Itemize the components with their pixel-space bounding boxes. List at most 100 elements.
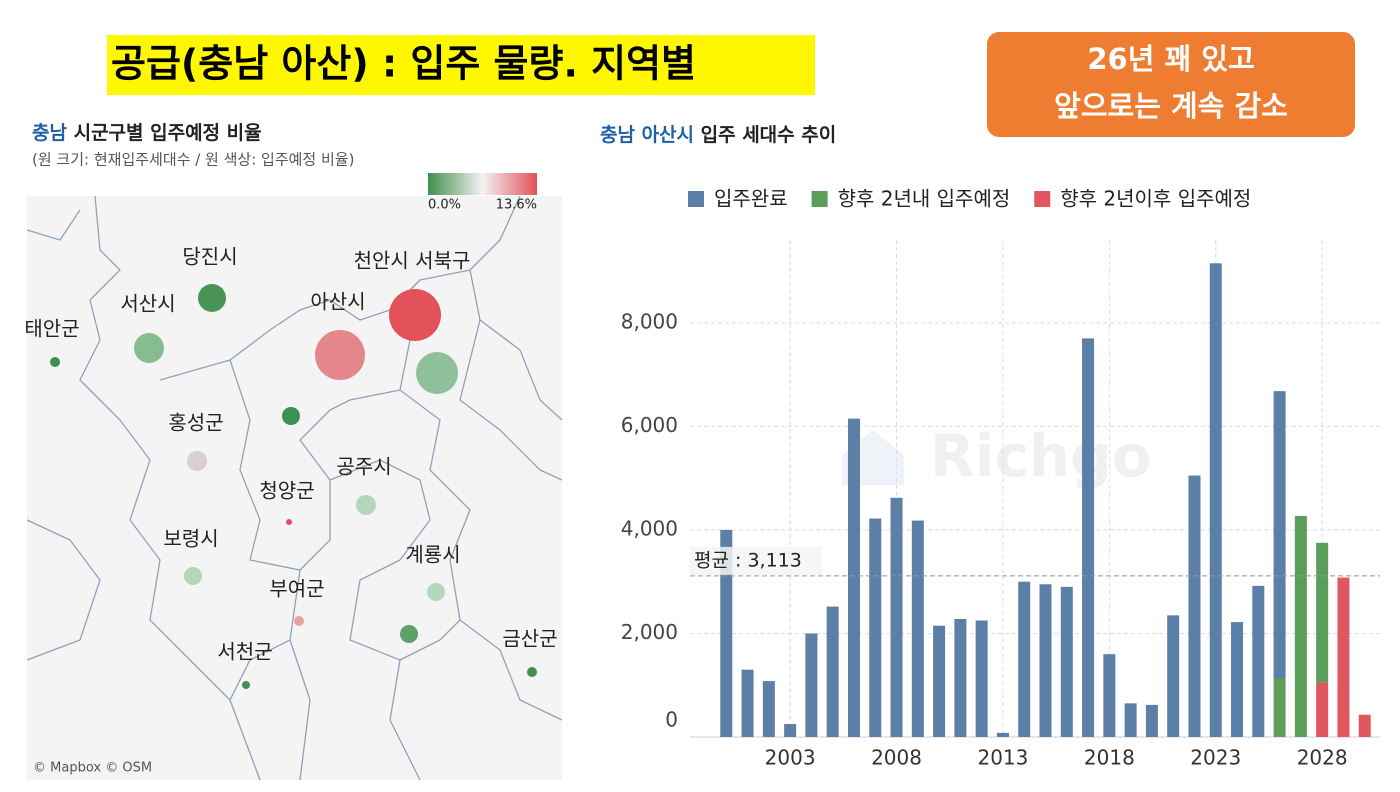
- title-highlight: [107, 35, 815, 95]
- bar: [1018, 581, 1031, 737]
- bar: [890, 497, 903, 737]
- map-title-highlight: 충남: [32, 122, 67, 144]
- bubble: [187, 451, 207, 471]
- bubble: [286, 519, 292, 525]
- border: [26, 209, 101, 661]
- map-label: 보령시: [163, 527, 218, 551]
- x-tick-label: 2013: [977, 746, 1028, 770]
- bar: [911, 520, 924, 737]
- bubble: [198, 284, 226, 312]
- legend-max: 13.6%: [496, 198, 537, 213]
- bar: [869, 518, 882, 737]
- bubble: [416, 352, 458, 394]
- map-label: 부여군: [269, 577, 324, 601]
- bar: [826, 606, 839, 737]
- bubble: [356, 495, 376, 515]
- watermark: Richgo: [842, 422, 1152, 490]
- map-label: 아산시: [310, 290, 365, 314]
- bar: [1273, 391, 1286, 679]
- legend-swatch: [811, 191, 828, 207]
- border: [159, 195, 521, 381]
- x-tick-label: 2008: [871, 746, 922, 770]
- map-label: 공주시: [336, 455, 391, 479]
- bar: [1337, 577, 1350, 737]
- border: [79, 195, 261, 781]
- bar: [847, 418, 860, 737]
- bar: [1209, 263, 1222, 737]
- average-label-bg: [690, 546, 822, 575]
- bar: [1231, 622, 1244, 737]
- bar: [1103, 654, 1116, 737]
- color-legend: [428, 173, 537, 195]
- map-title-rest: 시군구별 입주예정 비율: [67, 122, 262, 144]
- legend-label: 입주완료: [714, 187, 788, 211]
- chart-title-highlight: 충남 아산시: [600, 124, 694, 146]
- map-label: 청양군: [259, 479, 314, 503]
- bar: [1273, 678, 1286, 737]
- chart-title: 충남 아산시 입주 세대수 추이: [600, 124, 836, 146]
- bar: [1145, 704, 1158, 737]
- bar: [1188, 475, 1201, 737]
- border: [459, 269, 563, 481]
- bar: [1039, 584, 1052, 737]
- map-title: 충남 시군구별 입주예정 비율: [32, 122, 262, 144]
- map-subtitle: (원 크기: 현재입주세대수 / 원 색상: 입주예정 비율): [32, 151, 354, 169]
- x-tick-label: 2023: [1190, 746, 1241, 770]
- legend-label: 향후 2년내 입주예정: [838, 187, 1011, 211]
- bubble: [184, 567, 202, 585]
- callout-box: [987, 32, 1355, 137]
- y-tick-label: 8,000: [621, 309, 678, 333]
- y-tick-label: 4,000: [621, 516, 678, 540]
- map-label: 홍성군: [168, 411, 223, 435]
- y-tick-label: 2,000: [621, 620, 678, 644]
- average-label: 평균 : 3,113: [694, 549, 802, 571]
- bar: [784, 724, 797, 737]
- callout-line: 앞으로는 계속 감소: [1054, 89, 1288, 123]
- x-tick-label: 2018: [1084, 746, 1135, 770]
- bubble: [389, 289, 441, 341]
- map-bubbles: [50, 284, 537, 689]
- y-tick-label: 0: [665, 708, 678, 732]
- bubble: [282, 407, 300, 425]
- bar: [1252, 585, 1265, 737]
- bubble: [427, 583, 445, 601]
- bar: [805, 633, 818, 737]
- border: [399, 389, 563, 721]
- bubble: [294, 616, 304, 626]
- bar: [762, 681, 775, 737]
- bar: [1316, 542, 1329, 683]
- chart-title-rest: 입주 세대수 추이: [694, 124, 836, 146]
- bar: [1124, 703, 1137, 737]
- map-label: 천안시 서북구: [354, 249, 471, 273]
- bubble: [134, 333, 164, 363]
- bar: [1358, 714, 1371, 737]
- bar: [741, 669, 754, 737]
- legend-swatch: [1034, 191, 1051, 207]
- border: [229, 569, 421, 781]
- legend-label: 향후 2년이후 입주예정: [1060, 187, 1251, 211]
- bubble: [242, 681, 250, 689]
- map-label: 서천군: [217, 640, 272, 664]
- x-tick-label: 2003: [765, 746, 816, 770]
- map-credits: © Mapbox © OSM: [33, 761, 152, 776]
- bubble: [315, 330, 365, 380]
- bar: [1167, 615, 1180, 737]
- bar: [1082, 338, 1095, 737]
- bar-chart: 0 2,000 4,000 6,000 8,000 2003 2008 2013 2018 202…: [621, 187, 1380, 770]
- bar: [1316, 682, 1329, 737]
- bubble: [400, 625, 418, 643]
- watermark-text: Richgo: [930, 422, 1152, 490]
- slide-title: 공급(충남 아산) : 입주 물량. 지역별: [111, 42, 696, 86]
- map-area: [27, 196, 562, 780]
- x-tick-label: 2028: [1297, 746, 1348, 770]
- bar: [1060, 586, 1073, 737]
- y-tick-label: 6,000: [621, 413, 678, 437]
- legend-min: 0.0%: [428, 198, 461, 213]
- map-labels: 당진시 서산시 태안군 아산시 천안시 서북구 홍성군 청양군 공주시 보령시 …: [24, 245, 557, 664]
- map-label: 금산군: [502, 627, 557, 651]
- bar: [720, 529, 733, 737]
- callout-line: 26년 꽤 있고: [1087, 42, 1254, 76]
- map-label: 서산시: [120, 292, 175, 316]
